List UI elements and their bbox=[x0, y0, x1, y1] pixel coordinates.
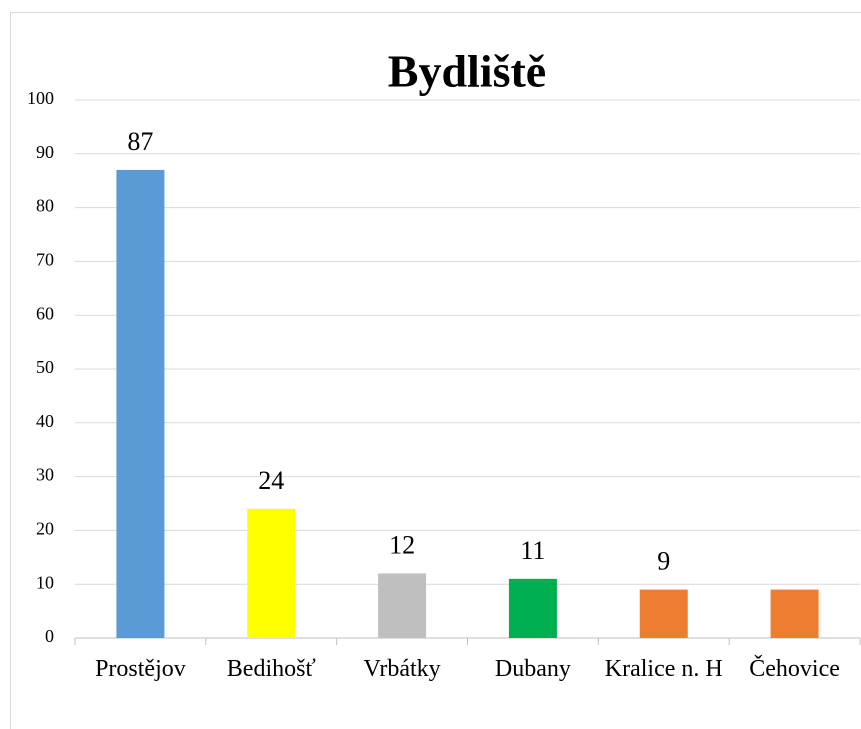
y-tick-label: 60 bbox=[36, 303, 54, 323]
y-tick-label: 40 bbox=[36, 411, 54, 431]
x-tick-label: Bedihošť bbox=[226, 656, 316, 682]
y-tick-label: 20 bbox=[36, 519, 54, 539]
y-tick-label: 70 bbox=[36, 250, 54, 270]
y-tick-label: 50 bbox=[36, 357, 54, 377]
y-tick-label: 10 bbox=[36, 572, 54, 592]
y-tick-label: 90 bbox=[36, 142, 54, 162]
x-tick-label: Dubany bbox=[494, 656, 571, 682]
y-tick-label: 0 bbox=[45, 626, 54, 646]
x-tick-label: Prostějov bbox=[95, 656, 186, 682]
y-tick-label: 80 bbox=[36, 196, 54, 216]
data-label: 24 bbox=[258, 466, 284, 495]
bar bbox=[247, 508, 296, 638]
x-tick-label: Kralice n. H bbox=[604, 656, 723, 682]
chart-title: Bydliště bbox=[388, 46, 546, 97]
bar bbox=[508, 578, 557, 638]
data-label: 87 bbox=[127, 127, 153, 156]
data-label: 11 bbox=[520, 536, 545, 565]
y-tick-label: 30 bbox=[36, 465, 54, 485]
bar bbox=[770, 589, 819, 638]
y-tick-label: 100 bbox=[27, 88, 54, 108]
bar bbox=[116, 169, 165, 638]
x-tick-label: Čehovice bbox=[749, 656, 840, 682]
bar bbox=[378, 573, 427, 638]
x-tick-label: Vrbátky bbox=[363, 656, 441, 682]
data-label: 12 bbox=[389, 530, 415, 559]
bar bbox=[639, 589, 688, 638]
data-label: 9 bbox=[657, 547, 670, 576]
